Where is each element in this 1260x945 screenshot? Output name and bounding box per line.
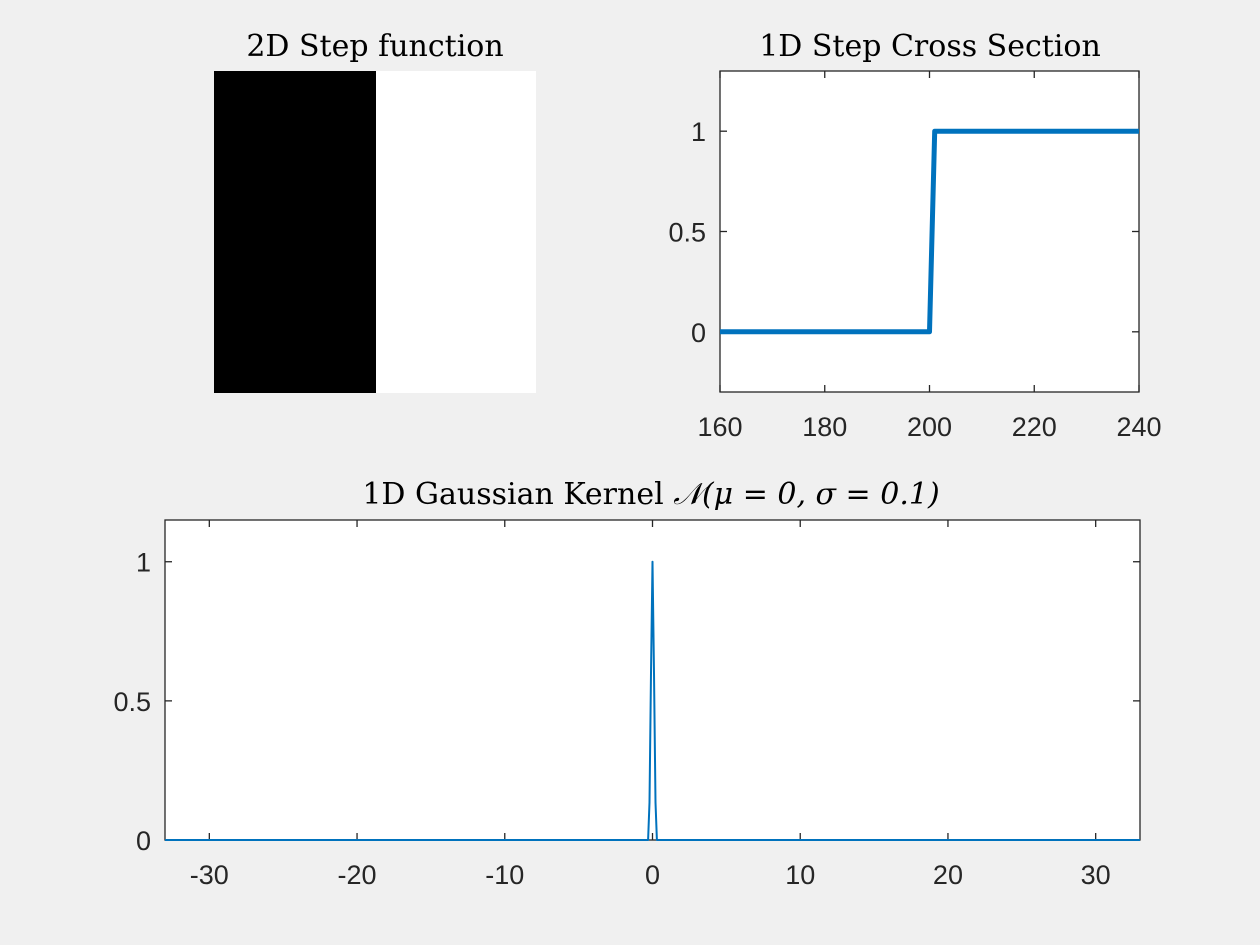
gaussian-xtick-label: 0	[645, 860, 660, 890]
series-line-gaussian	[165, 560, 1140, 841]
cross-section-ytick-label: 1	[691, 117, 706, 147]
gaussian-ytick-label: 0	[136, 826, 151, 856]
gaussian-ytick-label: 1	[136, 548, 151, 578]
cross-section-xtick-label: 200	[907, 412, 952, 442]
gaussian-xtick-label: -20	[338, 860, 377, 890]
chart-title-cross-section: 1D Step Cross Section	[759, 29, 1101, 64]
image-bright-half	[376, 71, 536, 393]
gaussian-xtick-label: 10	[785, 860, 815, 890]
gaussian-xtick-label: 30	[1081, 860, 1111, 890]
title-text: 1D Gaussian Kernel	[362, 477, 673, 512]
cross-section-xtick-label: 180	[802, 412, 847, 442]
cross-section-ytick-label: 0.5	[668, 218, 706, 248]
image-dark-half	[214, 71, 376, 393]
title-math: 𝒩(μ = 0, σ = 0.1)	[673, 477, 939, 512]
gaussian-ytick-label: 0.5	[113, 687, 151, 717]
cross-section-xtick-label: 240	[1116, 412, 1161, 442]
gaussian-xtick-label: -10	[485, 860, 524, 890]
subplot-2d-step: 2D Step function	[214, 29, 536, 393]
tick-labels-cross-section: 160 180 200 220 240 0 0.5 1	[668, 117, 1161, 442]
chart-title-2d-step: 2D Step function	[246, 29, 503, 64]
tick-labels-gaussian: -30 -20 -10 0 10 20 30 0 0.5 1	[113, 548, 1110, 890]
series-line-step	[720, 128, 1139, 335]
cross-section-xtick-label: 160	[697, 412, 742, 442]
cross-section-xtick-label: 220	[1012, 412, 1057, 442]
axes-box-cross-section	[719, 70, 1140, 393]
subplot-gaussian-kernel: 1D Gaussian Kernel 𝒩(μ = 0, σ = 0.1) -30…	[113, 477, 1141, 890]
ticks-gaussian	[165, 520, 1140, 841]
gaussian-xtick-label: 20	[933, 860, 963, 890]
chart-title-gaussian: 1D Gaussian Kernel 𝒩(μ = 0, σ = 0.1)	[362, 477, 939, 512]
gaussian-xtick-label: -30	[190, 860, 229, 890]
cross-section-ytick-label: 0	[691, 318, 706, 348]
subplot-step-cross-section: 1D Step Cross Section 160 180 200 220 240 0 0.…	[668, 29, 1161, 442]
